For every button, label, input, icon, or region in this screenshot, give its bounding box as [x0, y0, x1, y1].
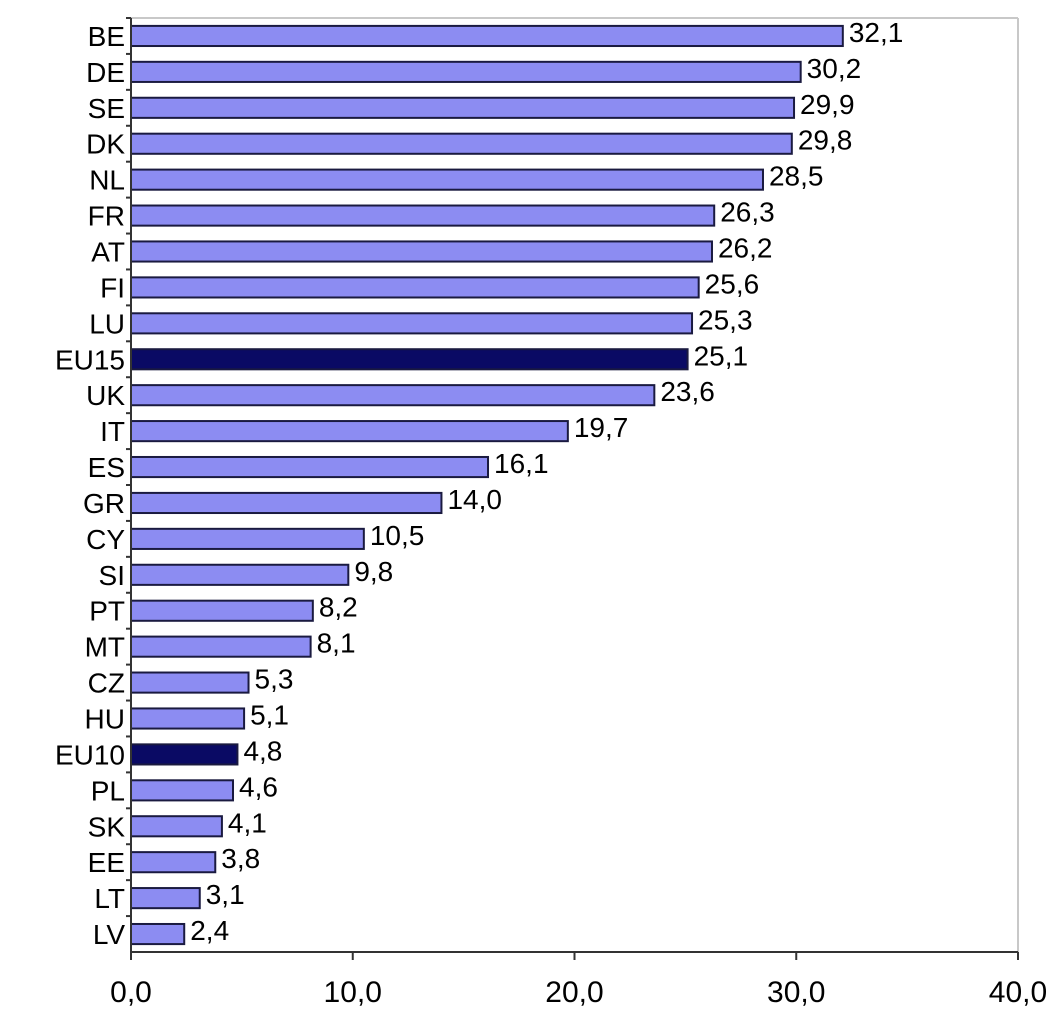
value-label: 10,5 [370, 520, 425, 551]
value-label: 30,2 [807, 53, 862, 84]
bar-cz [130, 671, 250, 694]
category-label: AT [91, 237, 125, 268]
category-label: SE [88, 93, 125, 124]
bar-lv [130, 922, 186, 946]
category-label: HU [85, 704, 125, 735]
value-label: 3,1 [206, 879, 245, 910]
category-label: EE [88, 847, 125, 878]
bar-nl [130, 168, 764, 191]
category-label: GR [83, 488, 125, 519]
category-label: FR [88, 201, 125, 232]
value-label: 29,8 [798, 125, 853, 156]
bar-es [130, 455, 490, 479]
x-tick-label: 0,0 [110, 976, 152, 1009]
x-tick-label: 20,0 [545, 976, 603, 1009]
value-label: 26,2 [718, 233, 773, 264]
bar-cy [130, 527, 365, 550]
value-label: 16,1 [494, 448, 548, 479]
value-label: 32,1 [849, 17, 904, 48]
value-label: 2,4 [190, 915, 229, 946]
bar-eu10 [130, 743, 239, 766]
category-label: CY [86, 524, 125, 555]
category-label: DE [86, 57, 125, 88]
bar-sk [130, 815, 223, 838]
category-label: UK [86, 380, 125, 411]
bar-ee [130, 851, 217, 874]
bar-at [130, 240, 713, 263]
bar-hu [130, 707, 246, 730]
value-label: 4,8 [243, 735, 282, 766]
category-label: NL [89, 165, 125, 196]
category-label: LT [94, 883, 125, 914]
bar-be [130, 24, 844, 48]
bar-mt [130, 635, 312, 658]
bar-pl [130, 779, 235, 802]
x-tick-label: 40,0 [989, 976, 1047, 1009]
category-label: EU10 [55, 739, 125, 770]
bar-gr [130, 491, 443, 515]
category-label: DK [86, 129, 125, 160]
value-label: 19,7 [574, 412, 629, 443]
value-label: 25,6 [705, 268, 760, 299]
value-label: 5,3 [255, 664, 294, 695]
bar-si [130, 563, 350, 586]
category-label: SI [99, 560, 125, 591]
category-label: CZ [88, 668, 125, 699]
bar-lu [130, 312, 694, 335]
value-label: 4,1 [228, 807, 267, 838]
value-label: 9,8 [354, 556, 393, 587]
bar-de [130, 60, 802, 83]
category-label: SK [88, 811, 126, 842]
bar-lt [130, 887, 201, 910]
value-label: 25,1 [694, 340, 749, 371]
bar-dk [130, 132, 793, 155]
category-label: LV [93, 919, 125, 950]
category-label: ES [88, 452, 125, 483]
value-label: 26,3 [720, 197, 775, 228]
value-label: 3,8 [221, 843, 260, 874]
value-label: 25,3 [698, 304, 753, 335]
value-label: 5,1 [250, 700, 289, 731]
bar-uk [130, 384, 656, 407]
value-label: 29,9 [800, 89, 855, 120]
bar-eu15 [130, 348, 689, 371]
category-label: EU15 [55, 344, 125, 375]
category-label: PT [89, 596, 125, 627]
value-label: 4,6 [239, 771, 278, 802]
category-label: PL [91, 775, 125, 806]
category-label: MT [85, 632, 125, 663]
value-label: 14,0 [447, 484, 502, 515]
category-label: BE [88, 21, 125, 52]
value-label: 23,6 [660, 376, 715, 407]
category-label: LU [89, 308, 125, 339]
bar-pt [130, 599, 314, 622]
category-label: IT [100, 416, 125, 447]
bar-it [130, 420, 569, 443]
value-label: 8,1 [317, 628, 356, 659]
category-label: FI [100, 272, 125, 303]
x-tick-label: 10,0 [324, 976, 382, 1009]
x-tick-label: 30,0 [767, 976, 825, 1009]
bar-fr [130, 204, 716, 227]
bar-fi [130, 276, 700, 299]
bar-se [130, 96, 796, 119]
value-label: 28,5 [769, 161, 824, 192]
value-label: 8,2 [319, 592, 358, 623]
